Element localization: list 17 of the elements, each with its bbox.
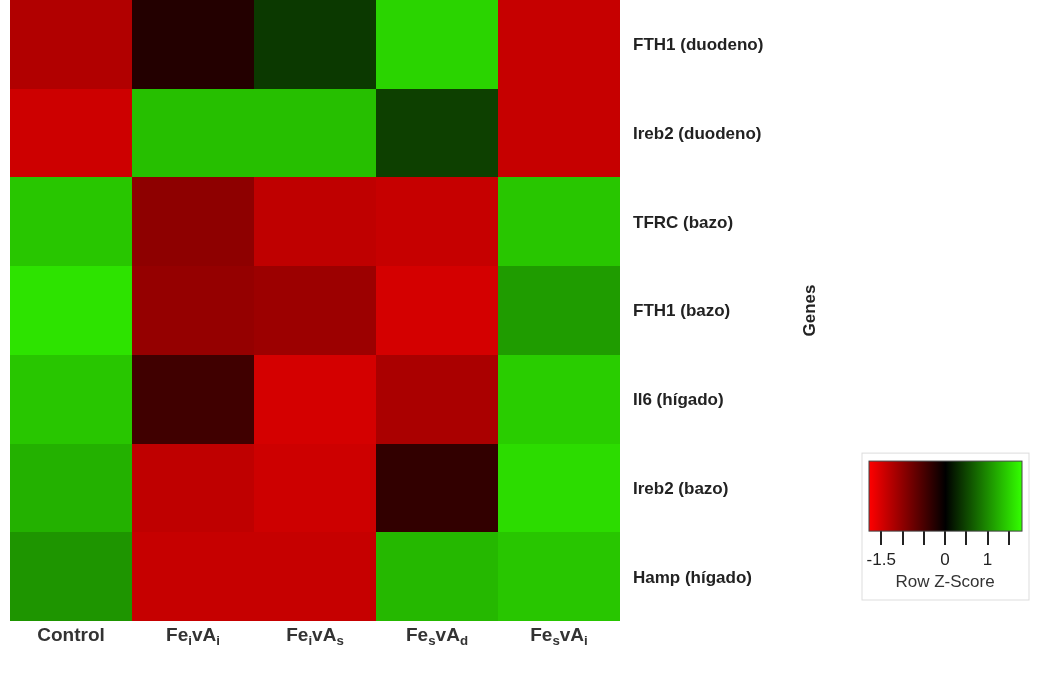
x-tick-label: Fe$_{s}$vA$_{d}$ <box>405 624 469 648</box>
y-axis-title: Genes <box>799 284 819 337</box>
y-tick-label: Il6 (hígado) <box>633 390 724 410</box>
y-tick-label: FTH1 (bazo) <box>633 301 731 321</box>
y-tick-label: Ireb2 (bazo) <box>633 478 729 498</box>
x-tick-label: Control <box>37 624 105 645</box>
color-bar-label: 1 <box>982 550 993 570</box>
y-tick-label: TFRC (bazo) <box>633 212 734 232</box>
y-tick-label: Hamp (hígado) <box>633 567 752 587</box>
x-tick-label: Fe$_{s}$vA$_{i}$ <box>530 624 588 648</box>
x-tick-label: Fe$_{i}$vA$_{s}$ <box>286 624 344 648</box>
y-tick-label: Ireb2 (duodeno) <box>633 124 762 144</box>
x-tick-label: Fe$_{i}$vA$_{i}$ <box>166 624 220 648</box>
color-bar-label: 0 <box>940 550 950 570</box>
color-bar-label: -1.5 <box>866 550 896 570</box>
color-bar-title: Row Z-Score <box>895 571 995 591</box>
y-tick-label: FTH1 (duodeno) <box>633 35 764 55</box>
